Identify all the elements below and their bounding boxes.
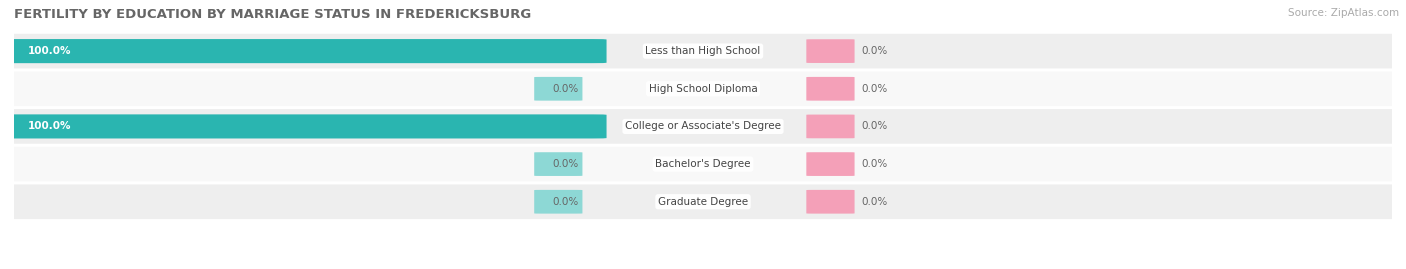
Text: 0.0%: 0.0% <box>553 197 579 207</box>
Text: 0.0%: 0.0% <box>862 121 887 132</box>
Text: 100.0%: 100.0% <box>28 121 72 132</box>
Text: Source: ZipAtlas.com: Source: ZipAtlas.com <box>1288 8 1399 18</box>
Text: 100.0%: 100.0% <box>28 46 72 56</box>
FancyBboxPatch shape <box>807 77 855 101</box>
Text: Bachelor's Degree: Bachelor's Degree <box>655 159 751 169</box>
FancyBboxPatch shape <box>807 152 855 176</box>
Text: FERTILITY BY EDUCATION BY MARRIAGE STATUS IN FREDERICKSBURG: FERTILITY BY EDUCATION BY MARRIAGE STATU… <box>14 8 531 21</box>
FancyBboxPatch shape <box>0 34 1406 68</box>
Text: 0.0%: 0.0% <box>862 46 887 56</box>
FancyBboxPatch shape <box>0 185 1406 219</box>
Text: 0.0%: 0.0% <box>862 197 887 207</box>
FancyBboxPatch shape <box>0 72 1406 106</box>
FancyBboxPatch shape <box>0 109 1406 144</box>
Text: High School Diploma: High School Diploma <box>648 84 758 94</box>
FancyBboxPatch shape <box>534 152 582 176</box>
FancyBboxPatch shape <box>807 39 855 63</box>
Text: College or Associate's Degree: College or Associate's Degree <box>626 121 780 132</box>
FancyBboxPatch shape <box>0 114 606 139</box>
Text: 0.0%: 0.0% <box>862 84 887 94</box>
Text: 0.0%: 0.0% <box>553 159 579 169</box>
FancyBboxPatch shape <box>807 190 855 214</box>
Text: 0.0%: 0.0% <box>553 84 579 94</box>
FancyBboxPatch shape <box>0 147 1406 181</box>
Text: Graduate Degree: Graduate Degree <box>658 197 748 207</box>
FancyBboxPatch shape <box>534 190 582 214</box>
Text: Less than High School: Less than High School <box>645 46 761 56</box>
Text: 0.0%: 0.0% <box>862 159 887 169</box>
FancyBboxPatch shape <box>807 115 855 138</box>
FancyBboxPatch shape <box>534 77 582 101</box>
FancyBboxPatch shape <box>0 39 606 63</box>
